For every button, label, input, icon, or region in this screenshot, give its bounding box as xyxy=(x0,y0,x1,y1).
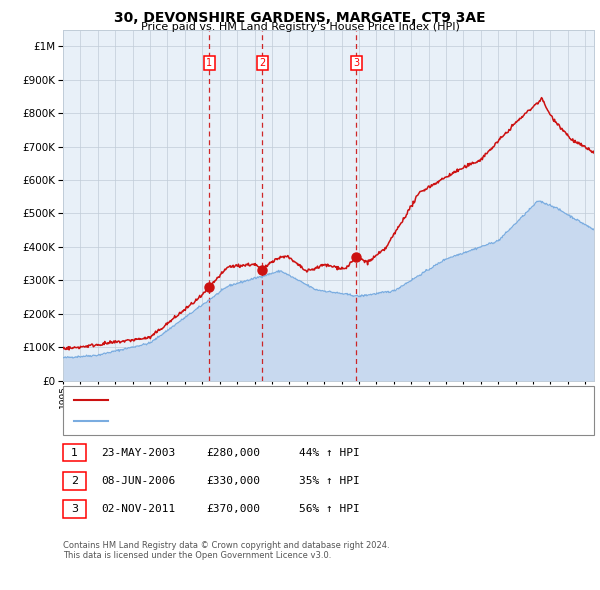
Text: 35% ↑ HPI: 35% ↑ HPI xyxy=(299,476,359,486)
Text: Price paid vs. HM Land Registry's House Price Index (HPI): Price paid vs. HM Land Registry's House … xyxy=(140,22,460,32)
Text: £370,000: £370,000 xyxy=(206,504,260,514)
Text: 2: 2 xyxy=(71,476,78,486)
Text: £330,000: £330,000 xyxy=(206,476,260,486)
Text: This data is licensed under the Open Government Licence v3.0.: This data is licensed under the Open Gov… xyxy=(63,552,331,560)
Text: 44% ↑ HPI: 44% ↑ HPI xyxy=(299,448,359,457)
Text: 3: 3 xyxy=(71,504,78,514)
Text: 56% ↑ HPI: 56% ↑ HPI xyxy=(299,504,359,514)
Text: 23-MAY-2003: 23-MAY-2003 xyxy=(101,448,175,457)
Text: 08-JUN-2006: 08-JUN-2006 xyxy=(101,476,175,486)
Text: 30, DEVONSHIRE GARDENS, MARGATE, CT9 3AE: 30, DEVONSHIRE GARDENS, MARGATE, CT9 3AE xyxy=(114,11,486,25)
Text: Contains HM Land Registry data © Crown copyright and database right 2024.: Contains HM Land Registry data © Crown c… xyxy=(63,541,389,550)
Text: 3: 3 xyxy=(353,58,359,68)
Text: 2: 2 xyxy=(259,58,265,68)
Text: 02-NOV-2011: 02-NOV-2011 xyxy=(101,504,175,514)
Text: £280,000: £280,000 xyxy=(206,448,260,457)
Text: HPI: Average price, detached house, Thanet: HPI: Average price, detached house, Than… xyxy=(114,417,343,427)
Text: 1: 1 xyxy=(71,448,78,457)
Text: 30, DEVONSHIRE GARDENS, MARGATE, CT9 3AE (detached house): 30, DEVONSHIRE GARDENS, MARGATE, CT9 3AE… xyxy=(114,395,459,405)
Text: 1: 1 xyxy=(206,58,212,68)
